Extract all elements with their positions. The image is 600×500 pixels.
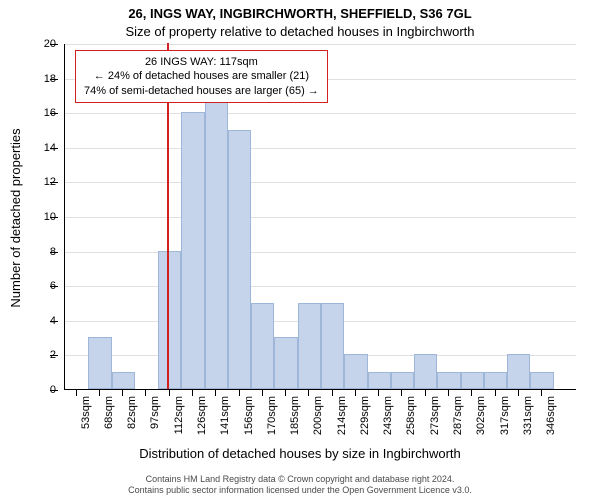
x-tick — [495, 390, 496, 396]
x-tick-label: 97sqm — [149, 396, 161, 429]
x-tick — [378, 390, 379, 396]
bar — [507, 354, 530, 389]
bar — [368, 372, 391, 389]
annotation-box: 26 INGS WAY: 117sqm ← 24% of detached ho… — [75, 50, 328, 103]
x-tick — [262, 390, 263, 396]
footer-line2: Contains public sector information licen… — [0, 485, 600, 496]
y-tick-label: 6 — [26, 280, 56, 292]
x-tick-label: 53sqm — [80, 396, 92, 429]
chart-container: 26, INGS WAY, INGBIRCHWORTH, SHEFFIELD, … — [0, 0, 600, 500]
x-tick-label: 331sqm — [522, 396, 534, 435]
x-axis-label: Distribution of detached houses by size … — [0, 446, 600, 461]
x-tick-label: 273sqm — [429, 396, 441, 435]
y-axis-label: Number of detached properties — [8, 128, 23, 307]
y-tick-label: 12 — [26, 176, 56, 188]
bar — [437, 372, 460, 389]
gridline — [65, 252, 576, 253]
x-tick-label: 302sqm — [475, 396, 487, 435]
x-tick — [122, 390, 123, 396]
x-tick-label: 185sqm — [289, 396, 301, 435]
x-tick — [401, 390, 402, 396]
bar — [112, 372, 135, 389]
x-tick — [215, 390, 216, 396]
x-tick-label: 229sqm — [359, 396, 371, 435]
x-tick — [518, 390, 519, 396]
footer-line1: Contains HM Land Registry data © Crown c… — [0, 474, 600, 485]
x-tick-label: 243sqm — [382, 396, 394, 435]
x-tick-label: 68sqm — [103, 396, 115, 429]
x-tick-label: 170sqm — [266, 396, 278, 435]
x-tick — [448, 390, 449, 396]
x-tick-label: 156sqm — [243, 396, 255, 435]
x-tick-label: 317sqm — [499, 396, 511, 435]
x-tick-label: 141sqm — [219, 396, 231, 435]
x-tick — [76, 390, 77, 396]
gridline — [65, 217, 576, 218]
y-tick-label: 10 — [26, 211, 56, 223]
x-tick — [169, 390, 170, 396]
x-tick-label: 258sqm — [405, 396, 417, 435]
y-tick-label: 0 — [26, 384, 56, 396]
bar — [228, 130, 251, 390]
gridline — [65, 182, 576, 183]
x-tick-label: 346sqm — [545, 396, 557, 435]
bar — [88, 337, 111, 389]
y-tick-label: 14 — [26, 142, 56, 154]
bar — [274, 337, 297, 389]
bar — [344, 354, 367, 389]
annotation-line2: ← 24% of detached houses are smaller (21… — [84, 69, 319, 83]
x-tick-label: 200sqm — [312, 396, 324, 435]
annotation-line3: 74% of semi-detached houses are larger (… — [84, 84, 319, 98]
bar — [484, 372, 507, 389]
x-tick — [541, 390, 542, 396]
chart-title-sub: Size of property relative to detached ho… — [0, 24, 600, 39]
gridline — [65, 286, 576, 287]
y-tick-label: 4 — [26, 315, 56, 327]
gridline — [65, 44, 576, 45]
x-tick — [192, 390, 193, 396]
bar — [205, 78, 228, 389]
x-tick-label: 214sqm — [336, 396, 348, 435]
gridline — [65, 113, 576, 114]
y-tick-label: 8 — [26, 246, 56, 258]
x-tick — [145, 390, 146, 396]
x-tick — [285, 390, 286, 396]
x-tick — [239, 390, 240, 396]
x-tick-label: 112sqm — [173, 396, 185, 434]
y-tick-label: 2 — [26, 349, 56, 361]
gridline — [65, 148, 576, 149]
bar — [530, 372, 553, 389]
bar — [414, 354, 437, 389]
x-tick — [471, 390, 472, 396]
x-tick-label: 82sqm — [126, 396, 138, 429]
bar — [158, 251, 181, 389]
x-tick — [355, 390, 356, 396]
bar — [251, 303, 274, 390]
x-tick — [308, 390, 309, 396]
x-tick-label: 287sqm — [452, 396, 464, 435]
x-tick-label: 126sqm — [196, 396, 208, 435]
y-tick-label: 18 — [26, 73, 56, 85]
footer-credits: Contains HM Land Registry data © Crown c… — [0, 474, 600, 496]
x-tick — [425, 390, 426, 396]
annotation-line1: 26 INGS WAY: 117sqm — [84, 55, 319, 69]
y-tick-label: 16 — [26, 107, 56, 119]
bar — [181, 112, 204, 389]
bar — [321, 303, 344, 390]
x-tick — [99, 390, 100, 396]
y-tick-label: 20 — [26, 38, 56, 50]
chart-title-main: 26, INGS WAY, INGBIRCHWORTH, SHEFFIELD, … — [0, 6, 600, 21]
bar — [391, 372, 414, 389]
bar — [298, 303, 321, 390]
bar — [461, 372, 484, 389]
x-tick — [332, 390, 333, 396]
